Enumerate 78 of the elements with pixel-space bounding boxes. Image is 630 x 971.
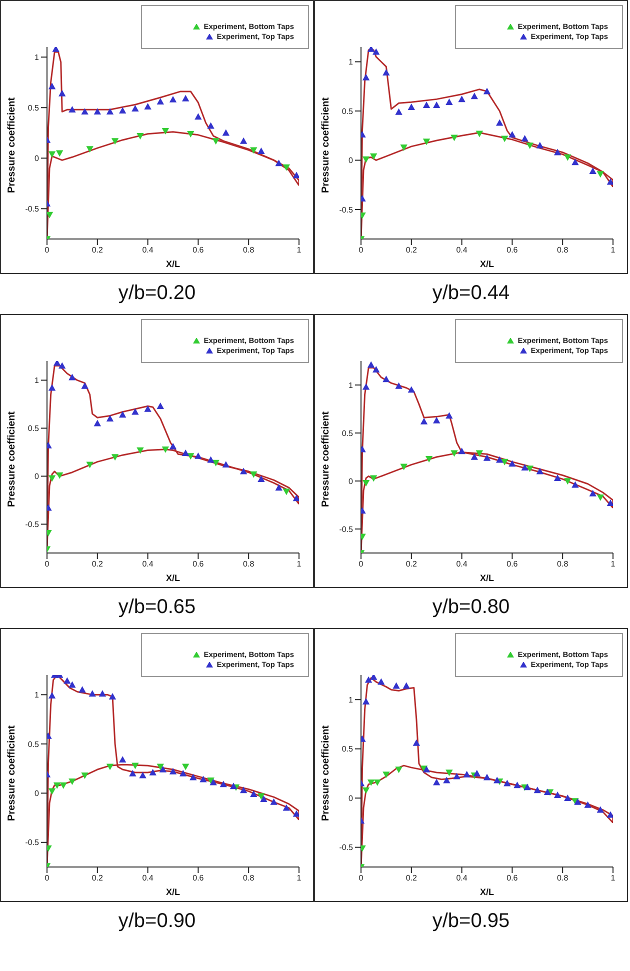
y-tick-label: 0	[348, 476, 354, 486]
text: y/b=0.90	[117, 909, 197, 934]
x-tick-label: 0.2	[92, 560, 104, 569]
x-tick-label: 0.8	[557, 874, 569, 883]
x-tick-label: 1	[610, 560, 616, 569]
x-tick-label: 0.2	[92, 246, 104, 255]
text: y/b=0.20	[117, 281, 197, 306]
y-tick-label: -0.5	[339, 524, 354, 534]
x-tick-label: 0.6	[506, 874, 518, 883]
x-tick-label: 0.8	[243, 560, 255, 569]
x-tick-label: 0.4	[456, 246, 468, 255]
x-tick-label: 1	[296, 246, 302, 255]
x-tick-label: 0	[358, 560, 364, 569]
y-tick-label: 1	[348, 58, 354, 67]
y-axis-title: Pressure coefficient	[320, 410, 332, 507]
text: y/b=0.44	[431, 281, 511, 306]
y-tick-label: 1	[348, 695, 354, 704]
y-axis-title: Pressure coefficient	[320, 724, 332, 821]
text: y/b=0.80	[431, 595, 511, 620]
y-tick-label: 0	[34, 788, 40, 798]
x-axis-title: X/L	[166, 573, 180, 583]
x-tick-label: 0.6	[506, 560, 518, 569]
y-tick-label: -0.5	[25, 204, 40, 214]
x-tick-label: 0.6	[192, 560, 204, 569]
x-axis-title: X/L	[166, 887, 180, 897]
y-tick-label: 0.5	[28, 740, 40, 749]
y-tick-label: 0	[34, 472, 40, 482]
x-tick-label: 0	[358, 246, 364, 255]
x-tick-label: 0	[44, 560, 50, 569]
y-tick-label: 1	[348, 380, 354, 390]
y-tick-label: 0.5	[28, 103, 40, 112]
x-tick-label: 0	[358, 874, 364, 883]
x-tick-label: 0.6	[192, 874, 204, 883]
x-tick-label: 0	[44, 246, 50, 255]
y-axis-title: Pressure coefficient	[320, 96, 332, 193]
y-axis-title: Pressure coefficient	[6, 724, 18, 821]
y-axis-title: Pressure coefficient	[6, 410, 18, 507]
x-axis-title: X/L	[480, 573, 494, 583]
x-tick-label: 0.8	[243, 874, 255, 883]
y-tick-label: 0.5	[342, 106, 354, 116]
x-tick-label: 0.4	[142, 246, 154, 255]
y-tick-label: -0.5	[339, 205, 354, 214]
x-tick-label: 0.8	[243, 246, 255, 255]
x-tick-label: 0.2	[406, 874, 418, 883]
x-tick-label: 0.8	[557, 246, 569, 255]
y-tick-label: 1	[34, 376, 40, 386]
x-tick-label: 0.2	[406, 246, 418, 255]
y-tick-label: 0	[348, 156, 354, 166]
x-tick-label: 1	[610, 246, 616, 255]
x-tick-label: 0.4	[142, 874, 154, 883]
x-tick-label: 0.4	[456, 560, 468, 569]
text: y/b=0.95	[431, 909, 511, 934]
x-tick-label: 0.4	[456, 874, 468, 883]
y-tick-label: 0	[34, 154, 40, 163]
y-tick-label: -0.5	[25, 838, 40, 848]
text: y/b=0.65	[117, 595, 197, 620]
y-tick-label: 1	[34, 690, 40, 700]
y-tick-label: 0.5	[28, 424, 40, 434]
x-tick-label: 1	[296, 560, 302, 569]
y-tick-label: -0.5	[25, 520, 40, 530]
x-tick-label: 1	[610, 874, 616, 883]
x-axis-title: X/L	[480, 259, 494, 269]
x-tick-label: 0	[44, 874, 50, 883]
x-tick-label: 1	[296, 874, 302, 883]
x-tick-label: 0.2	[92, 874, 104, 883]
y-tick-label: -0.5	[339, 843, 354, 852]
x-axis-title: X/L	[166, 259, 180, 269]
x-tick-label: 0.8	[557, 560, 569, 569]
x-tick-label: 0.4	[142, 560, 154, 569]
x-tick-label: 0.6	[192, 246, 204, 255]
x-tick-label: 0.6	[506, 246, 518, 255]
y-tick-label: 0.5	[342, 744, 354, 754]
x-axis-title: X/L	[480, 887, 494, 897]
x-tick-label: 0.2	[406, 560, 418, 569]
y-axis-title: Pressure coefficient	[6, 96, 18, 193]
y-tick-label: 0.5	[342, 428, 354, 438]
y-tick-label: 0	[348, 794, 354, 803]
y-tick-label: 1	[34, 52, 40, 62]
